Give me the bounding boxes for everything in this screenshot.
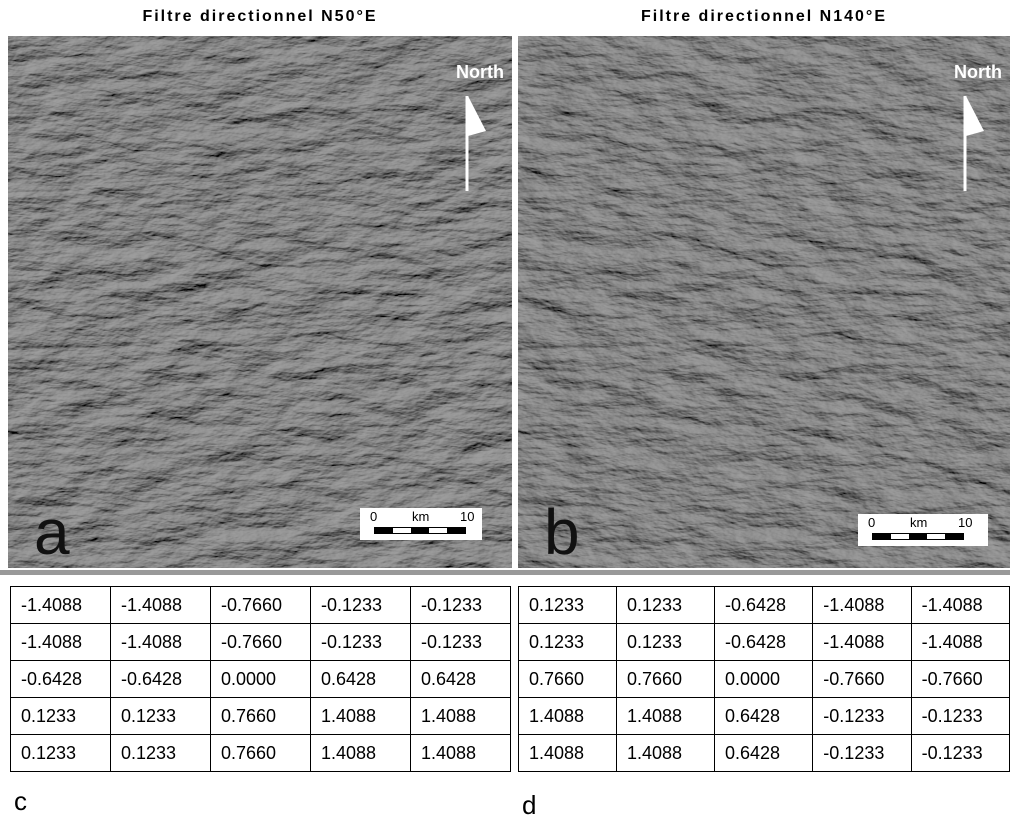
table-cell: -1.4088 bbox=[813, 587, 911, 624]
north-label: North bbox=[954, 62, 1002, 83]
table-cell: 0.1233 bbox=[11, 698, 111, 735]
table-cell: -0.1233 bbox=[911, 698, 1009, 735]
table-cell: -0.1233 bbox=[911, 735, 1009, 772]
table-cell: -0.6428 bbox=[11, 661, 111, 698]
relief bbox=[8, 36, 512, 568]
panel-letter: a bbox=[34, 500, 70, 564]
table-cell: 0.6428 bbox=[311, 661, 411, 698]
table-cell: -0.7660 bbox=[211, 587, 311, 624]
table-cell: -0.1233 bbox=[411, 587, 511, 624]
table-cell: -0.7660 bbox=[211, 624, 311, 661]
scale-text: 0 bbox=[868, 515, 875, 530]
scale-bar: 0 km 10 bbox=[360, 508, 482, 540]
table-cell: 1.4088 bbox=[519, 735, 617, 772]
scale-graphic bbox=[374, 527, 466, 534]
table-cell: -1.4088 bbox=[11, 624, 111, 661]
relief-image bbox=[518, 36, 1010, 568]
table-cell: -1.4088 bbox=[111, 624, 211, 661]
table-cell: 0.1233 bbox=[616, 624, 714, 661]
table-cell: 0.6428 bbox=[714, 698, 812, 735]
separator bbox=[0, 570, 1010, 575]
table-row: -1.4088-1.4088-0.7660-0.1233-0.1233 bbox=[11, 587, 511, 624]
scale-text: 0 bbox=[370, 509, 377, 524]
relief-texture bbox=[518, 36, 1010, 568]
relief bbox=[518, 36, 1010, 568]
table-cell: 1.4088 bbox=[411, 698, 511, 735]
scale-text: km bbox=[412, 509, 429, 524]
table-cell: 0.1233 bbox=[616, 587, 714, 624]
table-cell: -0.1233 bbox=[411, 624, 511, 661]
table-cell: 0.1233 bbox=[519, 624, 617, 661]
table-cell: -0.6428 bbox=[111, 661, 211, 698]
table-cell: -0.7660 bbox=[813, 661, 911, 698]
scale-graphic bbox=[872, 533, 964, 540]
table-cell: -0.6428 bbox=[714, 587, 812, 624]
page: (() => { const data = JSON.parse(documen… bbox=[0, 0, 1010, 818]
table-cell: 1.4088 bbox=[411, 735, 511, 772]
table-cell: 1.4088 bbox=[616, 698, 714, 735]
table-cell: -1.4088 bbox=[911, 587, 1009, 624]
table-cell: 1.4088 bbox=[311, 735, 411, 772]
table-cell: 0.1233 bbox=[11, 735, 111, 772]
table-cell: 1.4088 bbox=[311, 698, 411, 735]
table-cell: 0.7660 bbox=[211, 698, 311, 735]
scale-text: km bbox=[910, 515, 927, 530]
scale-text: 10 bbox=[460, 509, 474, 524]
table-cell: -1.4088 bbox=[813, 624, 911, 661]
table-cell: 0.1233 bbox=[111, 698, 211, 735]
table-cell: 0.6428 bbox=[714, 735, 812, 772]
table-cell: 1.4088 bbox=[519, 698, 617, 735]
table-cell: 0.0000 bbox=[211, 661, 311, 698]
table-cell: 0.1233 bbox=[519, 587, 617, 624]
table-cell: -1.4088 bbox=[911, 624, 1009, 661]
table-cell: 0.0000 bbox=[714, 661, 812, 698]
relief-texture bbox=[8, 36, 512, 568]
north-label: North bbox=[456, 62, 504, 83]
scale-text: 10 bbox=[958, 515, 972, 530]
table-cell: -1.4088 bbox=[111, 587, 211, 624]
panel-title: Filtre directionnel N140°E bbox=[518, 8, 1010, 26]
table-cell: 0.7660 bbox=[211, 735, 311, 772]
table-cell: -0.1233 bbox=[813, 735, 911, 772]
table-cell: -0.1233 bbox=[311, 624, 411, 661]
table-label: d bbox=[522, 790, 536, 821]
table-cell: 1.4088 bbox=[616, 735, 714, 772]
kernel-table: -1.4088-1.4088-0.7660-0.1233-0.1233-1.40… bbox=[10, 586, 511, 772]
table-cell: 0.7660 bbox=[519, 661, 617, 698]
table-cell: -0.1233 bbox=[311, 587, 411, 624]
table-cell: -0.1233 bbox=[813, 698, 911, 735]
panel-title: Filtre directionnel N50°E bbox=[8, 8, 512, 26]
panel-letter: b bbox=[544, 500, 580, 564]
table-cell: -0.7660 bbox=[911, 661, 1009, 698]
table-cell: 0.1233 bbox=[111, 735, 211, 772]
relief-image bbox=[8, 36, 512, 568]
table-label: c bbox=[14, 786, 27, 817]
table-cell: -0.6428 bbox=[714, 624, 812, 661]
scale-bar: 0 km 10 bbox=[858, 514, 988, 546]
table-cell: -1.4088 bbox=[11, 587, 111, 624]
table-cell: 0.7660 bbox=[616, 661, 714, 698]
table-cell: 0.6428 bbox=[411, 661, 511, 698]
table-row: -1.4088-1.4088-0.7660-0.1233-0.1233 bbox=[11, 624, 511, 661]
